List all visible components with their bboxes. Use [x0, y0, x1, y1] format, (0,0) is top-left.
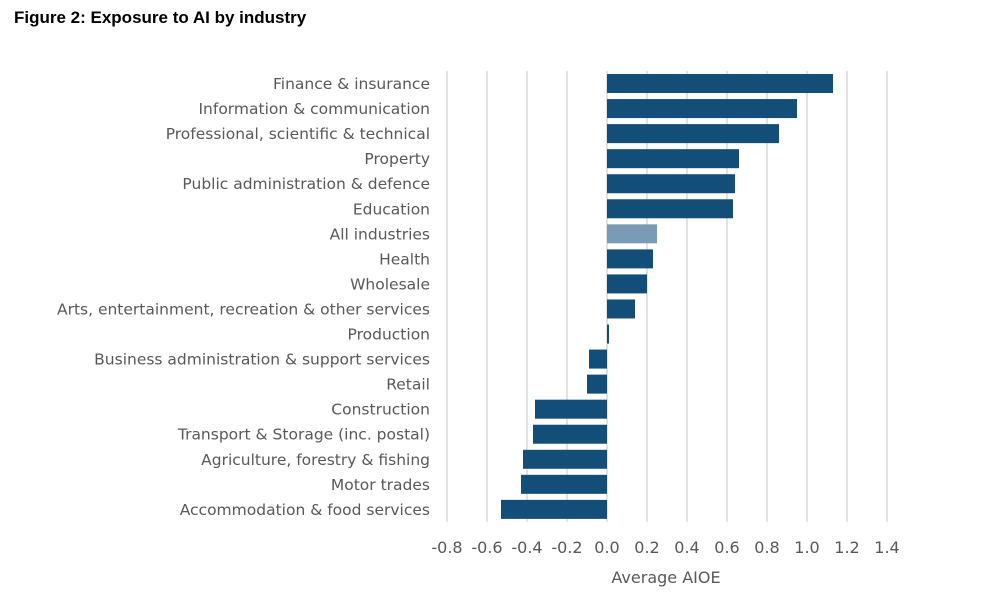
- x-axis-label: Average AIOE: [611, 568, 720, 587]
- category-label: Business administration & support servic…: [94, 351, 430, 369]
- bar: [589, 349, 607, 369]
- x-tick-label: 0.4: [674, 538, 699, 557]
- x-tick-label: 1.0: [794, 538, 819, 557]
- bar: [607, 299, 635, 319]
- category-label: Public administration & defence: [182, 175, 430, 193]
- category-label: Accommodation & food services: [180, 501, 430, 519]
- category-label: Agriculture, forestry & fishing: [201, 451, 430, 469]
- bar: [501, 499, 607, 519]
- bars: [501, 74, 833, 519]
- x-tick-label: 0.6: [714, 538, 739, 557]
- gridlines: [446, 71, 888, 522]
- bar: [607, 274, 647, 294]
- x-tick-label: 1.2: [834, 538, 859, 557]
- category-label: Property: [364, 150, 430, 168]
- category-label: Arts, entertainment, recreation & other …: [57, 300, 430, 318]
- bar: [523, 449, 607, 469]
- category-label: Finance & insurance: [273, 75, 430, 93]
- x-tick-label: 0.0: [594, 538, 619, 557]
- bar: [607, 149, 739, 169]
- x-tick-label: 0.2: [634, 538, 659, 557]
- bar: [607, 99, 797, 119]
- x-tick-label: -0.6: [471, 538, 502, 557]
- bar: [607, 199, 733, 219]
- category-label: Health: [379, 250, 430, 268]
- x-tick-label: -0.4: [511, 538, 542, 557]
- bar: [607, 124, 779, 144]
- category-label: Information & communication: [198, 100, 430, 118]
- bar: [607, 224, 657, 244]
- bar: [535, 399, 607, 419]
- x-tick-label: -0.2: [551, 538, 582, 557]
- category-label: Education: [353, 200, 430, 218]
- bar: [607, 249, 653, 269]
- category-label: Production: [348, 326, 430, 344]
- category-label: Transport & Storage (inc. postal): [177, 426, 430, 444]
- category-label: Wholesale: [350, 275, 430, 293]
- bar: [607, 74, 833, 94]
- category-label: Retail: [386, 376, 430, 394]
- figure-title: Figure 2: Exposure to AI by industry: [14, 8, 307, 27]
- bar: [521, 474, 607, 494]
- category-label: All industries: [330, 225, 430, 243]
- category-label: Construction: [331, 401, 430, 419]
- x-tick-label: 0.8: [754, 538, 779, 557]
- tick-labels: -0.8 -0.6 -0.4 -0.2 0.0 0.2 0.4 0.6 0.8 1.0 1.2 1.4: [431, 538, 899, 557]
- bar: [533, 424, 607, 444]
- x-tick-label: 1.4: [874, 538, 899, 557]
- category-label: Motor trades: [331, 476, 430, 494]
- category-labels: Finance & insurance Information & communi…: [57, 75, 430, 519]
- bar: [607, 174, 735, 194]
- x-tick-label: -0.8: [431, 538, 462, 557]
- category-label: Professional, scientific & technical: [166, 125, 430, 143]
- bar: [607, 324, 609, 344]
- bar: [587, 374, 607, 394]
